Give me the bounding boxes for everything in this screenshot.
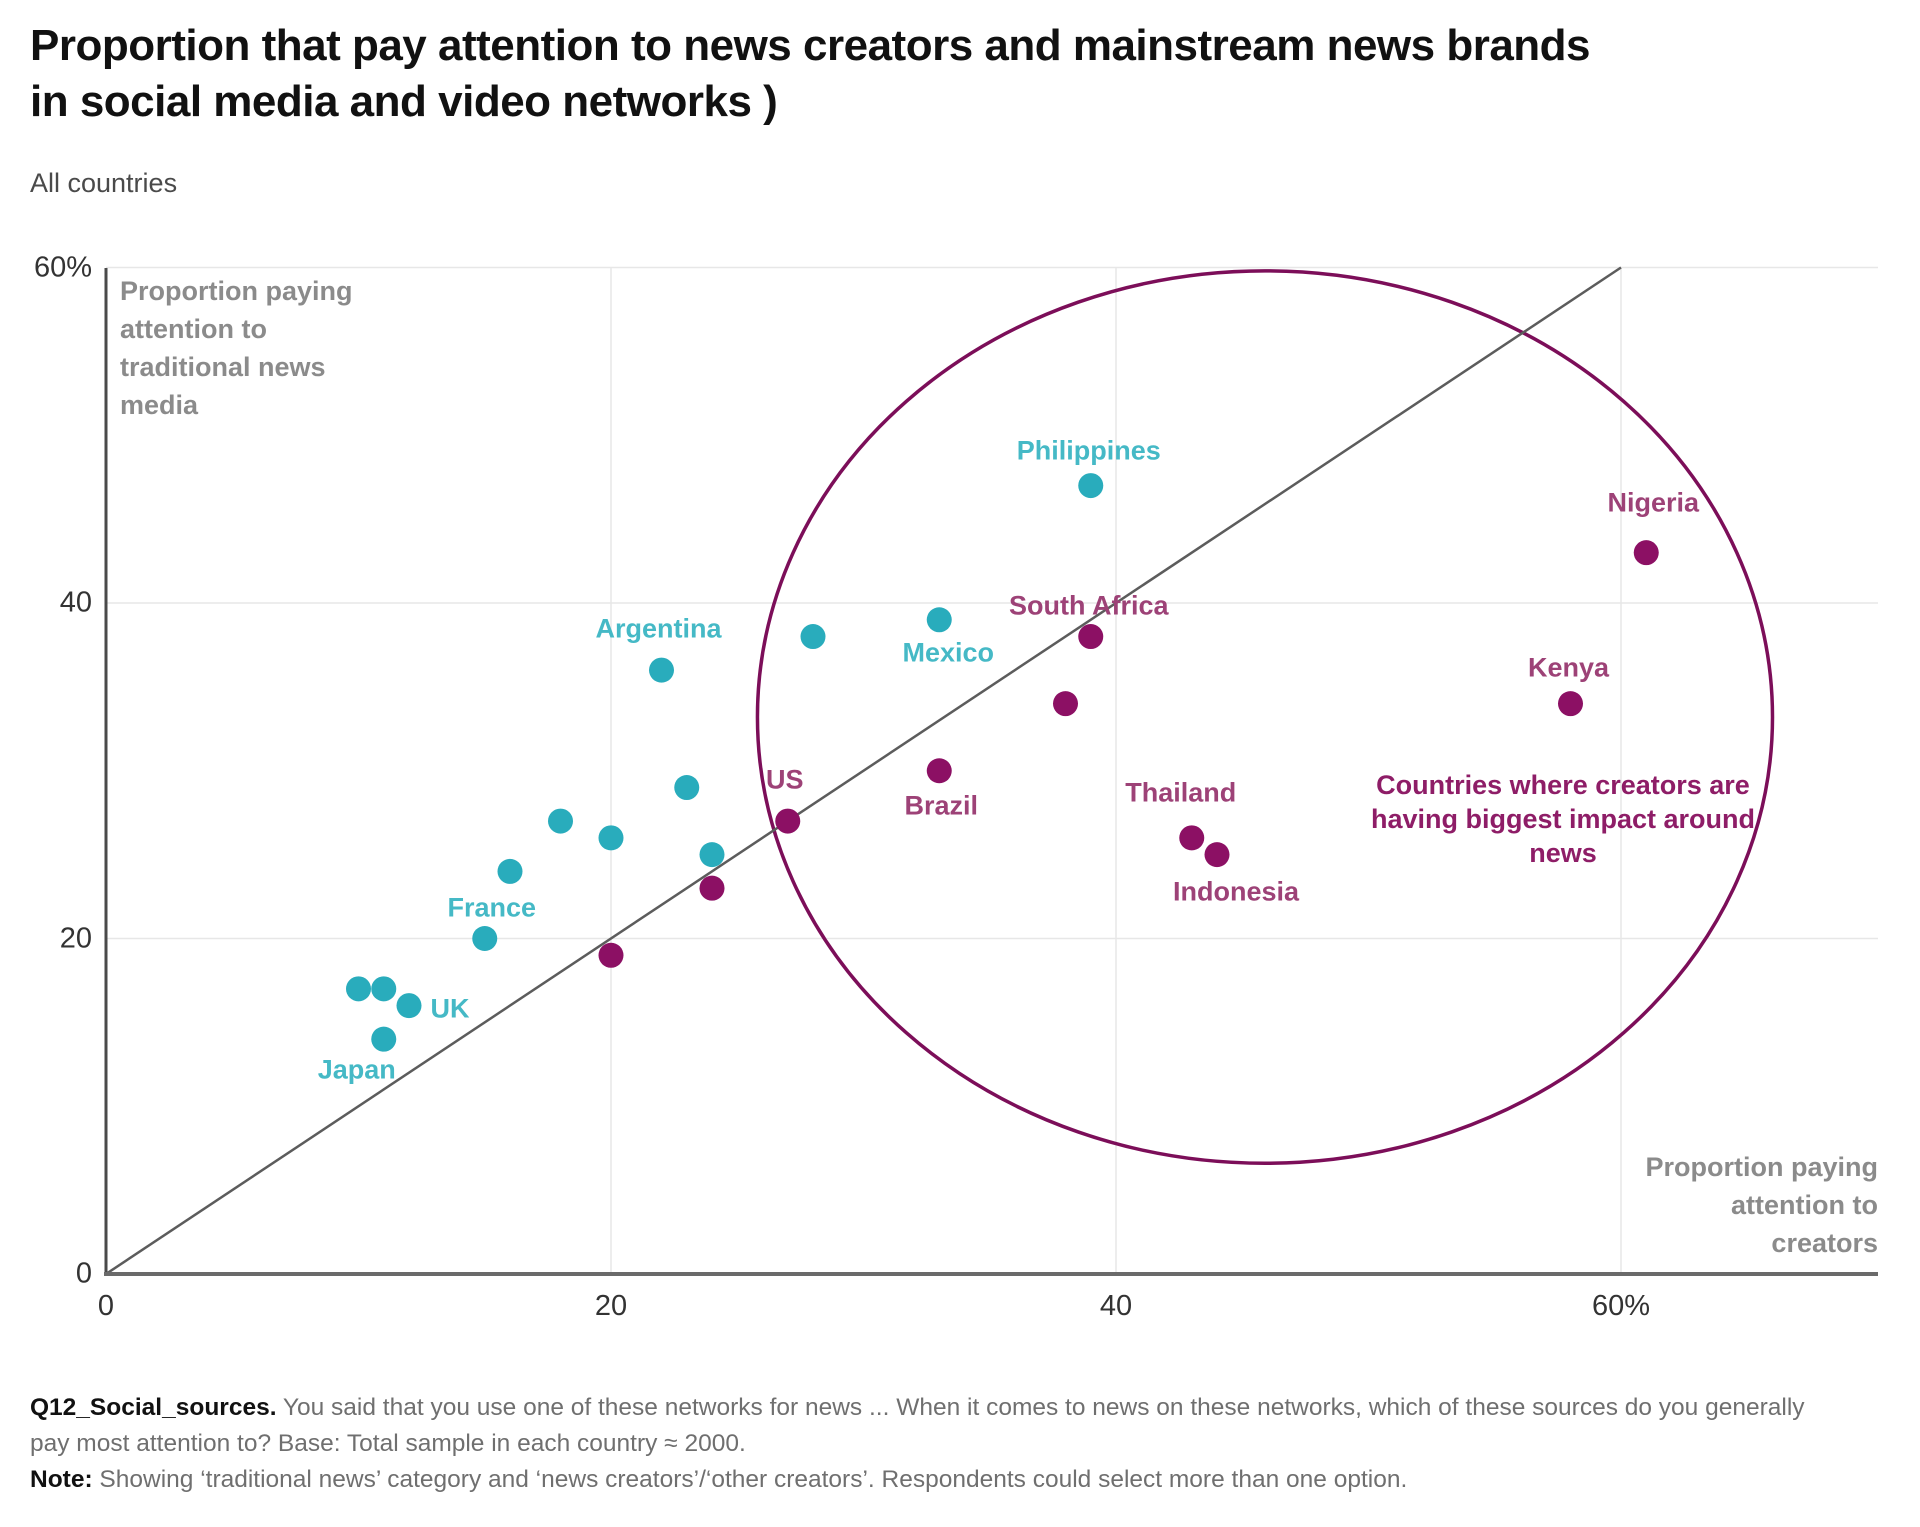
data-point-thailand [1179, 825, 1205, 851]
diagonal-line [105, 266, 1622, 1276]
point-label-south-africa: South Africa [1008, 590, 1169, 621]
title-line-2: in social media and video networks ) [30, 77, 778, 126]
chart-subtitle: All countries [30, 168, 178, 198]
data-point-us [775, 808, 801, 834]
point-label-uk: UK [430, 993, 470, 1024]
data-point-kenya [1558, 691, 1583, 717]
data-point-traditional-news-higher [371, 976, 397, 1002]
footnote-question-label: Q12_Social_sources. [30, 1394, 277, 1421]
x-tick-label: 60% [1591, 1290, 1651, 1322]
data-point-indonesia [1204, 842, 1230, 868]
x-axis-title-line: creators [1771, 1228, 1878, 1258]
data-point-creators-higher [699, 875, 725, 901]
highlight-ellipse [755, 269, 1775, 1166]
x-axis-title-line: attention to [1731, 1190, 1878, 1220]
data-point-traditional-news-higher [548, 808, 573, 834]
data-point-brazil [926, 758, 952, 784]
data-point-traditional-news-higher [497, 858, 523, 884]
footnote-note: Note: Showing ‘traditional news’ categor… [30, 1466, 1408, 1493]
y-axis-title-line: attention to [120, 314, 267, 344]
data-point-japan [371, 1026, 397, 1052]
title-line-1: Proportion that pay attention to news cr… [30, 21, 1591, 70]
y-tick-label: 60% [33, 251, 92, 283]
x-axis-title: Proportion paying attention to creators [1646, 1148, 1879, 1262]
y-axis-title-line: traditional news [120, 352, 326, 382]
y-axis-title: Proportion paying attention to tradition… [120, 272, 353, 424]
footnote-note-label: Note: [30, 1466, 93, 1493]
data-point-nigeria [1633, 540, 1659, 566]
data-point-traditional-news-higher [699, 842, 725, 868]
data-point-creators-higher [1053, 691, 1078, 717]
point-label-philippines: Philippines [1016, 435, 1161, 466]
ellipse-annotation: Countries where creators are having bigg… [1303, 768, 1823, 870]
point-label-mexico: Mexico [902, 637, 995, 668]
data-point-south-africa [1078, 624, 1104, 650]
data-point-traditional-news-higher [346, 976, 371, 1002]
x-tick-label: 40 [1099, 1290, 1133, 1322]
point-label-kenya: Kenya [1527, 652, 1610, 683]
footnote-question: Q12_Social_sources. You said that you us… [30, 1394, 1805, 1457]
page-title: Proportion that pay attention to news cr… [30, 18, 1900, 130]
x-tick-label: 0 [97, 1290, 115, 1322]
chart-footnote: Q12_Social_sources. You said that you us… [30, 1390, 1840, 1498]
y-axis-title-line: Proportion paying [120, 276, 353, 306]
x-tick-label: 20 [594, 1290, 628, 1322]
y-tick-label: 20 [59, 922, 92, 954]
data-point-france [472, 926, 498, 951]
point-label-argentina: Argentina [595, 613, 722, 644]
data-point-mexico [926, 607, 952, 633]
annotation-line: having biggest impact around [1370, 804, 1756, 834]
data-point-traditional-news-higher [598, 825, 624, 851]
y-tick-label: 40 [59, 586, 92, 619]
x-axis-title-line: Proportion paying [1645, 1152, 1879, 1182]
point-label-brazil: Brazil [904, 790, 979, 821]
y-tick-label: 0 [75, 1257, 92, 1290]
annotation-line: Countries where creators are [1376, 770, 1750, 800]
point-label-nigeria: Nigeria [1607, 487, 1700, 518]
point-label-france: France [447, 892, 537, 922]
annotation-line: news [1529, 838, 1597, 868]
point-label-thailand: Thailand [1125, 777, 1237, 808]
data-point-traditional-news-higher [800, 624, 826, 650]
data-point-argentina [649, 657, 674, 683]
data-point-philippines [1078, 473, 1104, 499]
point-label-us: US [765, 764, 804, 795]
point-label-indonesia: Indonesia [1172, 876, 1300, 907]
point-label-japan: Japan [317, 1054, 396, 1085]
data-point-creators-higher [598, 942, 624, 968]
data-point-uk [396, 993, 422, 1019]
y-axis-title-line: media [120, 390, 199, 420]
data-point-traditional-news-higher [674, 775, 700, 801]
